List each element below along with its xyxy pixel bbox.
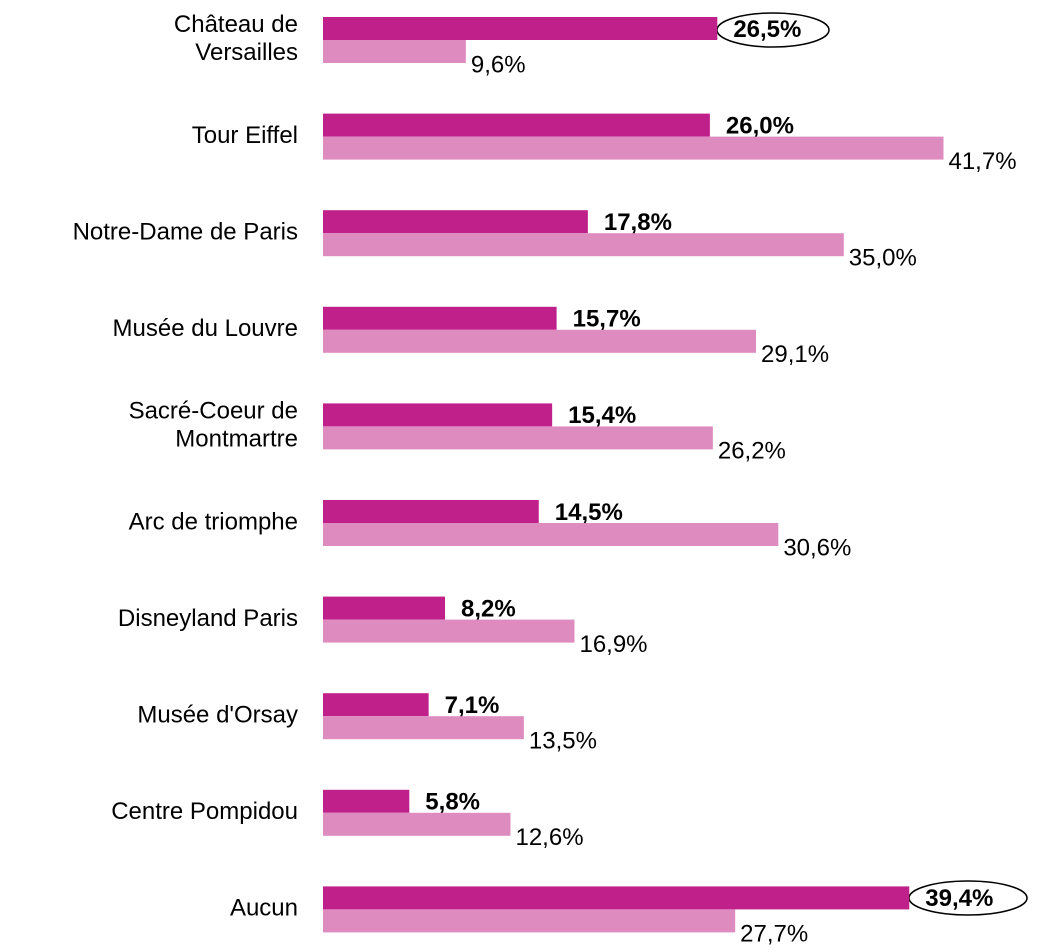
- bar: [323, 113, 710, 137]
- value-label: 27,7%: [740, 921, 808, 948]
- bar: [323, 426, 713, 450]
- bar: [323, 596, 446, 620]
- value-label: 26,5%: [733, 16, 801, 43]
- value-label: 5,8%: [425, 789, 480, 816]
- value-label: 12,6%: [515, 824, 583, 851]
- value-label: 17,8%: [604, 209, 672, 236]
- value-label: 7,1%: [445, 692, 500, 719]
- value-label: 26,2%: [718, 438, 786, 465]
- category-label: Aucun: [230, 895, 298, 922]
- category-label: Disneyland Paris: [118, 605, 298, 632]
- value-label: 13,5%: [529, 728, 597, 755]
- category-label: Musée du Louvre: [113, 315, 298, 342]
- value-label: 41,7%: [948, 148, 1016, 175]
- value-label: 16,9%: [579, 631, 647, 658]
- bar: [323, 210, 588, 234]
- bar: [323, 812, 511, 836]
- category-label: Sacré-Coeur de Montmartre: [129, 398, 298, 453]
- bar: [323, 136, 944, 160]
- bar: [323, 523, 779, 546]
- value-label: 35,0%: [849, 245, 917, 272]
- value-label: 9,6%: [471, 51, 526, 78]
- value-label: 15,4%: [568, 402, 636, 429]
- value-label: 15,7%: [573, 306, 641, 333]
- value-label: 29,1%: [761, 341, 829, 368]
- value-label: 39,4%: [925, 885, 993, 912]
- bar: [323, 693, 429, 717]
- value-label: 26,0%: [726, 112, 794, 139]
- category-label: Centre Pompidou: [111, 798, 298, 825]
- category-label: Tour Eiffel: [192, 122, 298, 149]
- bar: [323, 886, 910, 910]
- bar: [323, 403, 553, 427]
- bar: [323, 619, 575, 643]
- category-label: Musée d'Orsay: [137, 702, 298, 729]
- bar: [323, 789, 410, 813]
- value-label: 30,6%: [783, 534, 851, 561]
- bar: [323, 500, 539, 523]
- category-label: Château de Versailles: [174, 11, 298, 66]
- value-label: 14,5%: [555, 499, 623, 526]
- bar: [323, 716, 524, 740]
- bar: [323, 233, 844, 257]
- bar: [323, 329, 757, 353]
- category-label: Notre-Dame de Paris: [73, 219, 298, 246]
- bar: [323, 909, 736, 933]
- category-label: Arc de triomphe: [129, 508, 298, 535]
- bar: [323, 17, 718, 40]
- bar: [323, 40, 466, 63]
- bar: [323, 306, 557, 330]
- value-label: 8,2%: [461, 595, 516, 622]
